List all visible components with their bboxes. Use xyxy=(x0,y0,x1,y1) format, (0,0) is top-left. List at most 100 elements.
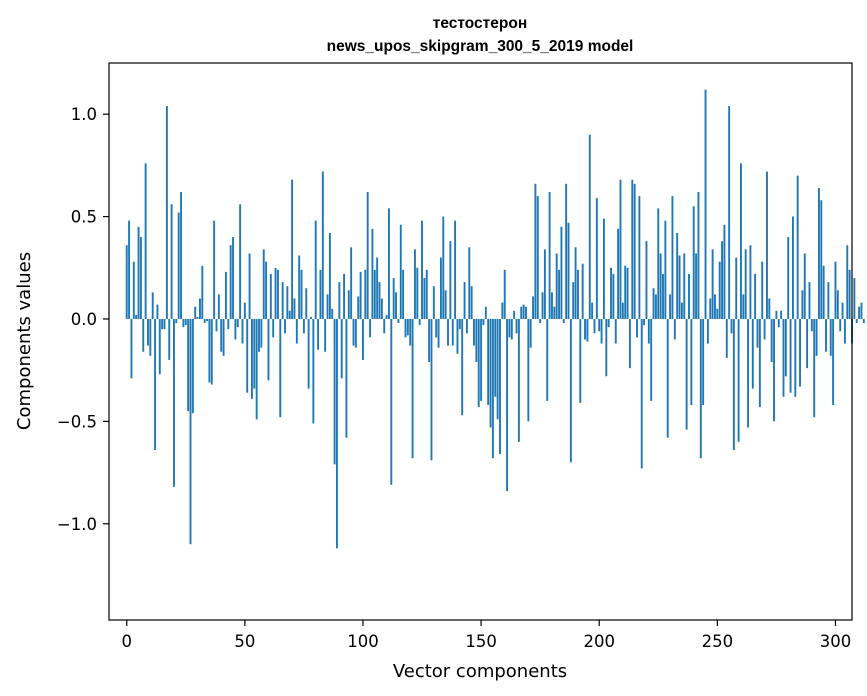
bar-44 xyxy=(229,245,232,319)
bar-210 xyxy=(621,302,624,319)
bar-291 xyxy=(813,318,816,418)
bar-306 xyxy=(848,269,851,319)
bar-204 xyxy=(607,318,610,328)
bar-84 xyxy=(324,318,327,352)
bar-164 xyxy=(513,310,516,319)
bar-276 xyxy=(777,318,780,328)
bar-142 xyxy=(461,318,464,416)
bar-0 xyxy=(125,245,128,319)
bar-7 xyxy=(142,318,145,352)
bar-228 xyxy=(664,220,667,319)
bar-301 xyxy=(836,290,839,319)
bar-149 xyxy=(477,318,480,408)
bar-172 xyxy=(532,296,535,319)
bar-184 xyxy=(560,226,563,319)
bar-224 xyxy=(654,294,657,319)
bar-22 xyxy=(177,212,180,319)
bar-245 xyxy=(704,89,707,319)
bar-154 xyxy=(489,318,492,428)
bar-139 xyxy=(454,220,457,319)
bar-47 xyxy=(236,318,239,328)
bar-260 xyxy=(740,163,742,319)
bar-55 xyxy=(255,318,258,420)
bar-303 xyxy=(841,302,844,319)
bar-138 xyxy=(451,318,454,346)
bar-102 xyxy=(366,192,369,319)
bar-144 xyxy=(465,318,468,334)
bar-25 xyxy=(184,318,187,326)
bar-232 xyxy=(673,318,676,340)
chart-title: тестостерон xyxy=(433,15,527,32)
bar-76 xyxy=(305,288,308,319)
bar-117 xyxy=(402,269,405,319)
bar-15 xyxy=(161,318,164,330)
bar-217 xyxy=(638,196,641,319)
bar-310 xyxy=(858,306,861,319)
bar-304 xyxy=(843,318,846,344)
bar-37 xyxy=(213,220,216,319)
bar-9 xyxy=(147,318,149,346)
bar-11 xyxy=(151,292,154,319)
bar-290 xyxy=(810,318,813,332)
bar-91 xyxy=(340,318,343,379)
bar-192 xyxy=(579,318,582,403)
bar-69 xyxy=(288,310,291,319)
bar-150 xyxy=(480,318,483,401)
bar-28 xyxy=(191,318,194,414)
x-tick-label: 250 xyxy=(702,632,734,651)
bar-201 xyxy=(600,318,603,344)
x-tick-label: 50 xyxy=(234,632,255,651)
bar-39 xyxy=(217,294,220,319)
bar-169 xyxy=(525,306,527,319)
bar-32 xyxy=(201,265,204,319)
bar-41 xyxy=(222,318,225,356)
bar-273 xyxy=(770,318,773,362)
bar-31 xyxy=(199,298,201,319)
bar-160 xyxy=(503,269,506,319)
bar-280 xyxy=(787,237,790,319)
bar-34 xyxy=(206,318,208,322)
bar-188 xyxy=(569,318,572,463)
bar-58 xyxy=(262,249,265,319)
bar-118 xyxy=(404,318,407,338)
bar-143 xyxy=(463,282,466,319)
bar-309 xyxy=(855,318,858,324)
bar-278 xyxy=(782,318,785,397)
bar-225 xyxy=(657,208,660,319)
bar-85 xyxy=(326,294,329,319)
y-axis-ticks: −1.0 −0.5 0.0 0.5 1.0 xyxy=(57,105,109,534)
bar-123 xyxy=(416,267,419,319)
bar-83 xyxy=(321,171,324,319)
bar-285 xyxy=(799,318,801,387)
bar-284 xyxy=(796,175,799,319)
bar-171 xyxy=(529,318,532,348)
bar-116 xyxy=(399,224,402,319)
bar-80 xyxy=(314,220,317,319)
bar-178 xyxy=(546,318,549,401)
bar-229 xyxy=(666,318,669,438)
bar-189 xyxy=(572,282,575,319)
bar-115 xyxy=(397,318,400,324)
bar-36 xyxy=(210,318,213,385)
bar-257 xyxy=(732,318,735,451)
bar-52 xyxy=(248,253,251,319)
bar-287 xyxy=(803,253,806,319)
bar-183 xyxy=(558,269,560,319)
bar-243 xyxy=(699,318,702,459)
bar-133 xyxy=(439,257,442,319)
bar-151 xyxy=(482,318,485,326)
bar-8 xyxy=(144,163,147,319)
bar-226 xyxy=(659,253,662,319)
bar-14 xyxy=(158,318,161,375)
bar-127 xyxy=(425,269,428,319)
bar-19 xyxy=(170,204,173,319)
bar-308 xyxy=(853,278,856,319)
bar-62 xyxy=(272,318,275,338)
bar-108 xyxy=(380,298,383,319)
bar-202 xyxy=(602,218,605,319)
bar-20 xyxy=(173,318,175,487)
bar-274 xyxy=(773,318,775,422)
bar-63 xyxy=(274,267,277,319)
bar-21 xyxy=(175,318,178,324)
bar-231 xyxy=(671,196,674,319)
